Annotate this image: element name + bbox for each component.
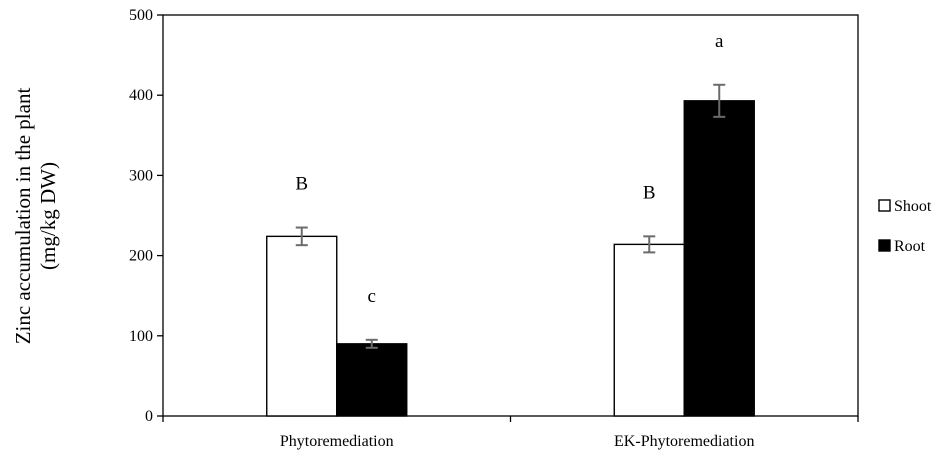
y-tick-label: 500	[129, 7, 153, 24]
significance-label: B	[295, 174, 308, 195]
error-bar-shoot	[295, 226, 308, 247]
x-category-label: EK-Phytoremediation	[614, 433, 754, 450]
y-tick-label: 200	[129, 248, 153, 265]
y-axis-label: Zinc accumulation in the plant (mg/kg DW…	[11, 88, 60, 345]
y-tick-label: 300	[129, 167, 153, 184]
y-tick-label: 100	[129, 328, 153, 345]
error-bar-root	[713, 83, 726, 118]
legend-item-shoot: Shoot	[878, 198, 932, 215]
bar-shoot	[613, 243, 685, 417]
significance-label: B	[643, 182, 656, 203]
y-axis-label-line-1: Zinc accumulation in the plant	[11, 88, 35, 345]
legend: Shoot Root	[878, 198, 932, 255]
legend-swatch	[878, 239, 891, 252]
y-axis-label-line-2: (mg/kg DW)	[36, 162, 60, 270]
x-category-label: Phytoremediation	[280, 433, 394, 450]
significance-label: c	[368, 286, 376, 307]
y-tick-label: 0	[145, 408, 153, 425]
bar-root	[683, 100, 755, 417]
legend-swatch	[878, 199, 891, 212]
legend-item-root: Root	[878, 238, 926, 255]
y-tick-label: 400	[129, 87, 153, 104]
bar-shoot	[266, 235, 338, 417]
legend-label: Root	[894, 238, 926, 255]
bar-root	[336, 343, 408, 417]
significance-label: a	[715, 31, 724, 52]
plot-area: 0 100 200 300 400 500 Bc Phytoremediation Ba EK-P…	[129, 7, 859, 450]
error-bar-shoot	[643, 235, 656, 254]
legend-label: Shoot	[894, 198, 932, 215]
error-bar-root	[365, 338, 378, 349]
